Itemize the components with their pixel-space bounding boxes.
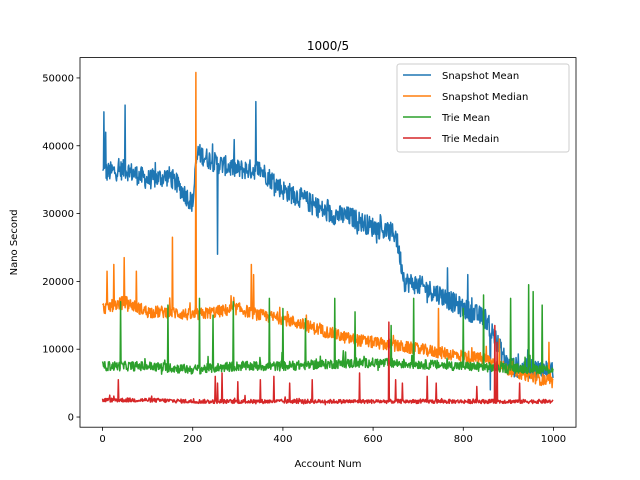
x-axis-ticks: 0 200 400 600 800 1000 bbox=[99, 427, 566, 445]
x-tick-label: 0 bbox=[99, 434, 105, 445]
y-tick-label: 10000 bbox=[42, 345, 74, 356]
y-axis-label: Nano Second bbox=[9, 209, 20, 275]
y-tick-label: 20000 bbox=[42, 277, 74, 288]
series-line-trie-medain bbox=[101, 321, 554, 406]
x-tick-label: 800 bbox=[454, 434, 473, 445]
y-axis-ticks: 0 10000 20000 30000 40000 50000 bbox=[42, 73, 80, 424]
series-layer bbox=[101, 71, 554, 406]
y-tick-label: 30000 bbox=[42, 209, 74, 220]
legend: Snapshot Mean Snapshot Median Trie Mean Tri… bbox=[396, 63, 570, 153]
y-tick-label: 50000 bbox=[42, 73, 74, 84]
x-tick-label: 600 bbox=[364, 434, 383, 445]
series-line-trie-mean bbox=[101, 284, 554, 375]
legend-box bbox=[396, 63, 570, 153]
legend-entry-snapshot-mean: Snapshot Mean bbox=[442, 71, 519, 82]
series-line-snapshot-mean bbox=[102, 100, 554, 391]
x-tick-label: 200 bbox=[183, 434, 202, 445]
legend-entry-snapshot-median: Snapshot Median bbox=[442, 92, 528, 103]
y-tick-label: 40000 bbox=[42, 141, 74, 152]
series-line-snapshot-median bbox=[102, 71, 554, 389]
plot-frame bbox=[79, 57, 577, 428]
legend-entry-trie-medain: Trie Medain bbox=[441, 134, 499, 145]
x-tick-label: 1000 bbox=[541, 434, 566, 445]
y-tick-label: 0 bbox=[68, 413, 74, 424]
chart-title: 1000/5 bbox=[307, 39, 349, 53]
x-tick-label: 400 bbox=[273, 434, 292, 445]
legend-entry-trie-mean: Trie Mean bbox=[441, 113, 490, 124]
x-axis-label: Account Num bbox=[294, 459, 361, 470]
